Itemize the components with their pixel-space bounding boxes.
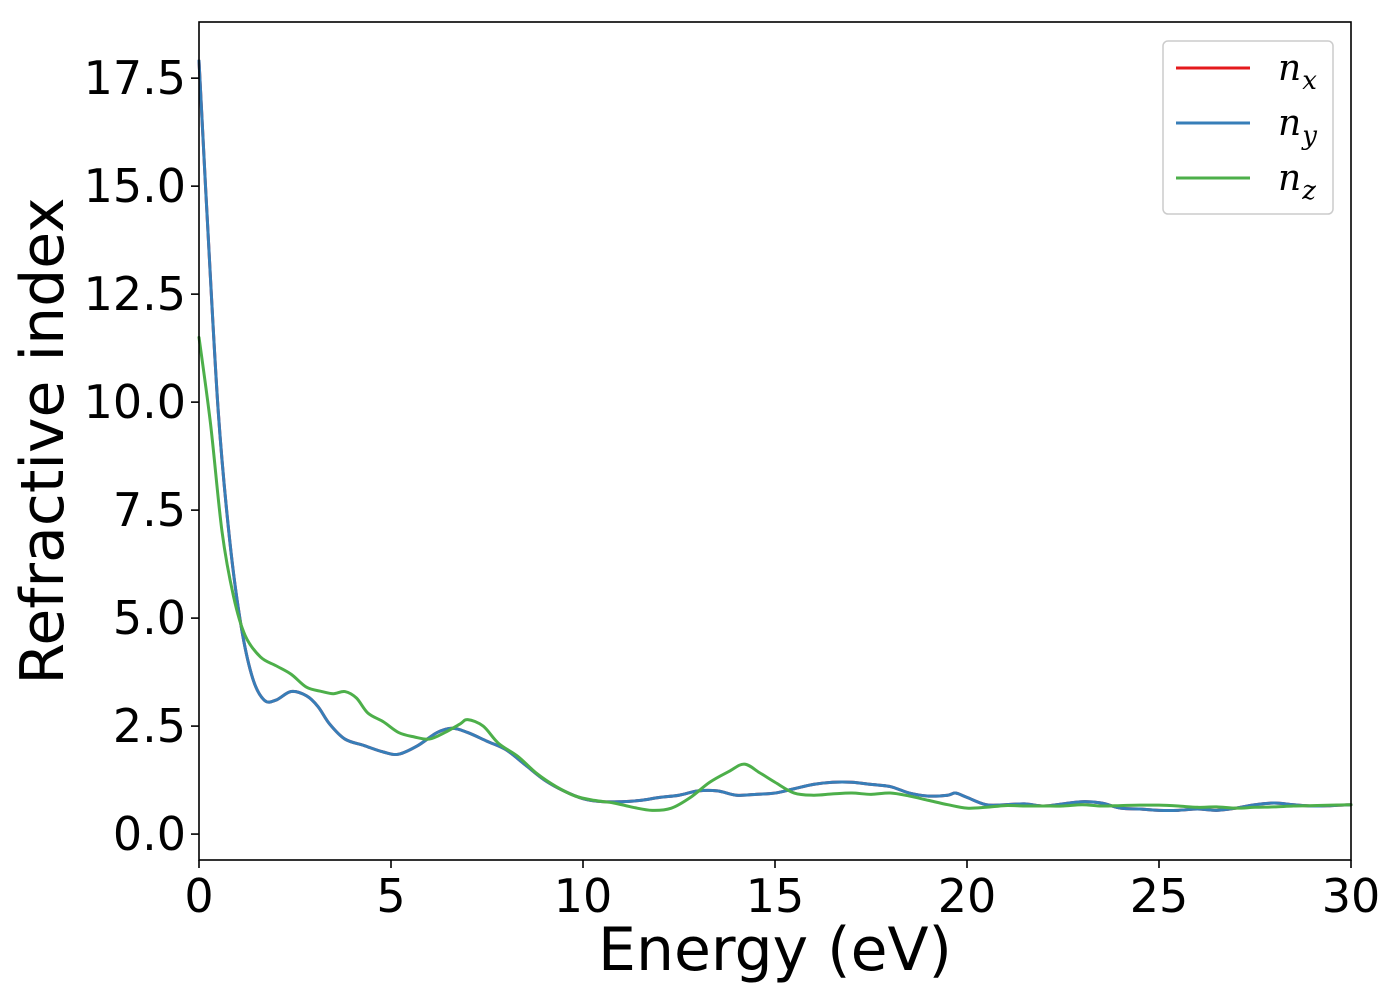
plot-area: [199, 22, 1351, 860]
y-axis-title: Refractive index: [8, 197, 78, 684]
y-tick-label: 2.5: [113, 699, 186, 753]
x-tick-label: 5: [376, 869, 405, 923]
x-tick-label: 20: [938, 869, 997, 923]
y-tick-label: 5.0: [113, 591, 186, 645]
legend: nx ny nz: [1162, 40, 1334, 215]
x-tick-label: 0: [184, 869, 213, 923]
series-line-nz: [197, 335, 1353, 812]
y-tick-label: 0.0: [113, 807, 186, 861]
x-tick-label: 30: [1322, 869, 1381, 923]
legend-label-nz: nz: [1278, 158, 1316, 206]
y-tick-label: 12.5: [84, 267, 186, 321]
y-tick-label: 17.5: [84, 51, 186, 105]
x-tick-label: 15: [746, 869, 805, 923]
x-tick-label: 25: [1130, 869, 1189, 923]
x-axis-title: Energy (eV): [598, 915, 952, 985]
x-axis: 0 5 10 15 20 25 30: [184, 860, 1380, 923]
legend-label-ny: ny: [1278, 103, 1317, 151]
x-tick-label: 10: [554, 869, 613, 923]
y-axis: 0.0 2.5 5.0 7.5 10.0 12.5 15.0 17.5: [84, 51, 199, 861]
series-layer: [197, 59, 1353, 812]
y-tick-label: 7.5: [113, 483, 186, 537]
y-tick-label: 15.0: [84, 159, 186, 213]
legend-label-nx: nx: [1278, 48, 1317, 96]
legend-box: [1162, 40, 1334, 215]
series-line-ny: [197, 59, 1353, 812]
y-tick-label: 10.0: [84, 375, 186, 429]
